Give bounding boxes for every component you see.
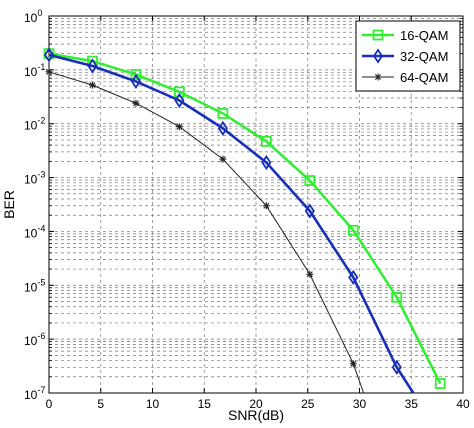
x-tick-label: 30 xyxy=(353,397,367,411)
y-tick-label: 100 xyxy=(24,8,42,25)
x-tick-label: 40 xyxy=(456,397,470,411)
series-64-qam xyxy=(45,68,365,394)
legend-marker xyxy=(372,29,384,41)
y-tick-label: 10-5 xyxy=(24,277,45,294)
data-point xyxy=(434,378,446,389)
data-point xyxy=(304,203,315,219)
x-tick-label: 35 xyxy=(405,397,419,411)
legend-label: 64-QAM xyxy=(400,70,448,85)
y-axis-label: BER xyxy=(1,190,17,219)
data-point xyxy=(304,175,316,186)
legend: 16-QAM 32-QAM 64-QAM xyxy=(355,20,461,92)
data-point xyxy=(130,73,142,90)
axis-ticks: 0 5 10 15 20 25 30 35 40 100 10-1 10-2 10-3 10-4 10-5 1… xyxy=(24,8,470,411)
x-tick-label: 10 xyxy=(146,397,160,411)
x-tick-label: 15 xyxy=(198,397,212,411)
data-point xyxy=(391,359,402,375)
data-point xyxy=(347,224,359,236)
legend-label: 32-QAM xyxy=(400,49,448,64)
data-point xyxy=(45,68,53,76)
series-layer xyxy=(43,47,446,394)
data-point xyxy=(87,58,98,74)
legend-label: 16-QAM xyxy=(400,28,448,43)
data-point xyxy=(43,47,55,63)
x-axis-label: SNR(dB) xyxy=(228,407,284,423)
legend-item: 32-QAM xyxy=(362,48,448,64)
data-point xyxy=(132,99,140,107)
series-line xyxy=(48,53,415,394)
data-point xyxy=(348,269,359,286)
data-point xyxy=(130,69,142,80)
legend-marker xyxy=(372,48,384,64)
data-point xyxy=(306,270,314,278)
y-tick-label: 10-2 xyxy=(24,116,45,133)
legend-item: 16-QAM xyxy=(362,28,448,43)
data-point xyxy=(260,135,272,147)
data-point xyxy=(261,154,272,171)
y-tick-label: 10-3 xyxy=(24,170,45,187)
data-point xyxy=(217,120,228,136)
data-point xyxy=(217,108,229,119)
y-tick-label: 10-6 xyxy=(24,331,45,348)
legend-item: 64-QAM xyxy=(362,70,448,85)
series-line xyxy=(48,52,442,385)
x-tick-label: 20 xyxy=(249,397,263,411)
series-32-qam xyxy=(43,47,415,394)
series-16-qam xyxy=(43,48,446,389)
data-point xyxy=(174,86,185,98)
legend-marker xyxy=(374,73,382,81)
data-point xyxy=(88,81,96,89)
y-tick-label: 10-7 xyxy=(24,385,45,402)
y-tick-label: 10-1 xyxy=(24,62,45,79)
x-tick-label: 25 xyxy=(301,397,315,411)
y-tick-label: 10-4 xyxy=(24,223,45,240)
x-tick-label: 5 xyxy=(97,397,104,411)
data-point xyxy=(175,123,183,131)
data-point xyxy=(262,202,270,210)
data-point xyxy=(219,155,227,163)
data-point xyxy=(391,291,403,303)
data-point xyxy=(174,92,185,109)
x-tick-label: 0 xyxy=(46,397,53,411)
data-point xyxy=(349,360,357,368)
series-line xyxy=(48,71,365,394)
